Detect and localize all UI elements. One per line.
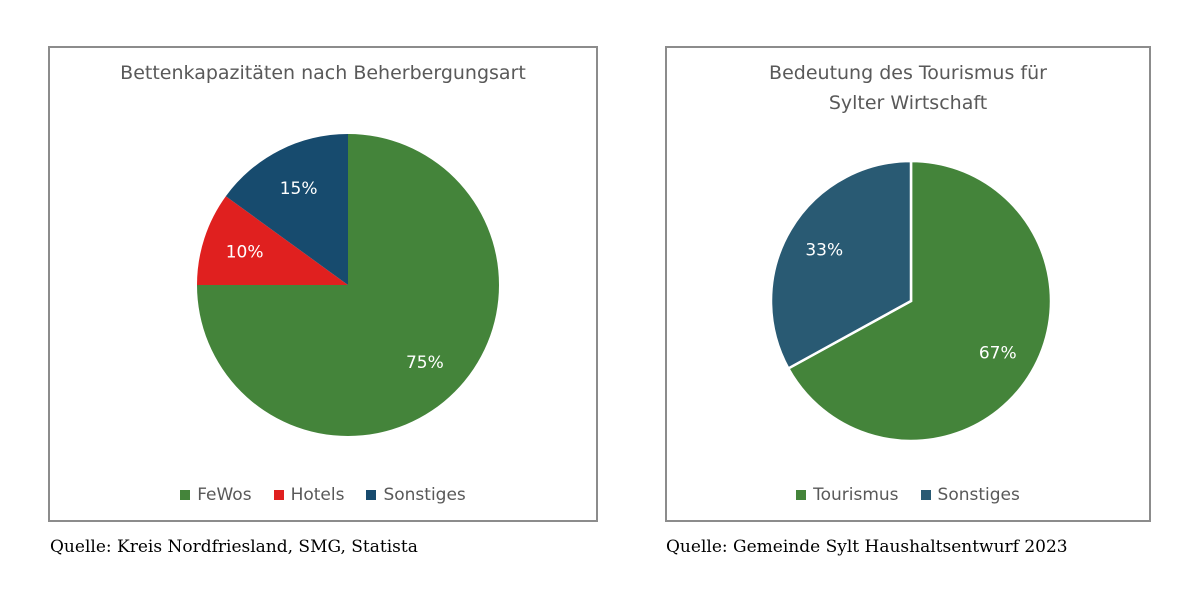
legend-item-sonstiges: Sonstiges — [920, 485, 1020, 505]
legend-item-tourismus: Tourismus — [796, 485, 899, 505]
source-note: Quelle: Gemeinde Sylt Haushaltsentwurf 2… — [666, 537, 1068, 557]
data-label: 75% — [406, 353, 444, 373]
data-label: 15% — [280, 179, 318, 199]
legend-label: Sonstiges — [937, 485, 1020, 505]
legend: Tourismus Sonstiges — [667, 485, 1149, 505]
chart-title-line: Bedeutung des Tourismus für — [769, 62, 1047, 84]
chart-panel-right: Bedeutung des Tourismus für Sylter Wirts… — [665, 46, 1151, 522]
pie-slice-hotels — [197, 196, 348, 285]
chart-title: Bettenkapazitäten nach Beherbergungsart — [50, 58, 596, 88]
pie-slice-tourismus — [786, 159, 1053, 443]
chart-title-line: Sylter Wirtschaft — [828, 92, 988, 114]
legend-swatch — [796, 490, 807, 500]
pie-slice-sonstiges — [769, 159, 913, 371]
legend-swatch — [366, 490, 377, 500]
chart-title: Bedeutung des Tourismus für Sylter Wirts… — [667, 58, 1149, 118]
legend-item-hotels: Hotels — [273, 485, 345, 505]
legend-label: Sonstiges — [383, 485, 466, 505]
legend-swatch — [273, 490, 284, 500]
legend-item-sonstiges: Sonstiges — [366, 485, 466, 505]
legend-label: FeWos — [197, 485, 252, 505]
pie-chart: 75% 10% 15% — [197, 134, 499, 436]
data-label: 33% — [805, 241, 843, 261]
legend-label: Tourismus — [813, 485, 899, 505]
legend-swatch — [180, 490, 191, 500]
legend-item-fewos: FeWos — [180, 485, 252, 505]
chart-panel-left: Bettenkapazitäten nach Beherbergungsart … — [48, 46, 598, 522]
legend-swatch — [920, 490, 931, 500]
source-note: Quelle: Kreis Nordfriesland, SMG, Statis… — [50, 537, 418, 557]
legend-label: Hotels — [290, 485, 345, 505]
pie-slice-sonstiges — [225, 134, 348, 285]
legend: FeWos Hotels Sonstiges — [50, 485, 596, 505]
data-label: 10% — [226, 242, 264, 262]
chart-title-line: Bettenkapazitäten nach Beherbergungsart — [120, 62, 526, 84]
pie-chart: 67% 33% — [769, 159, 1053, 443]
data-label: 67% — [979, 343, 1017, 363]
